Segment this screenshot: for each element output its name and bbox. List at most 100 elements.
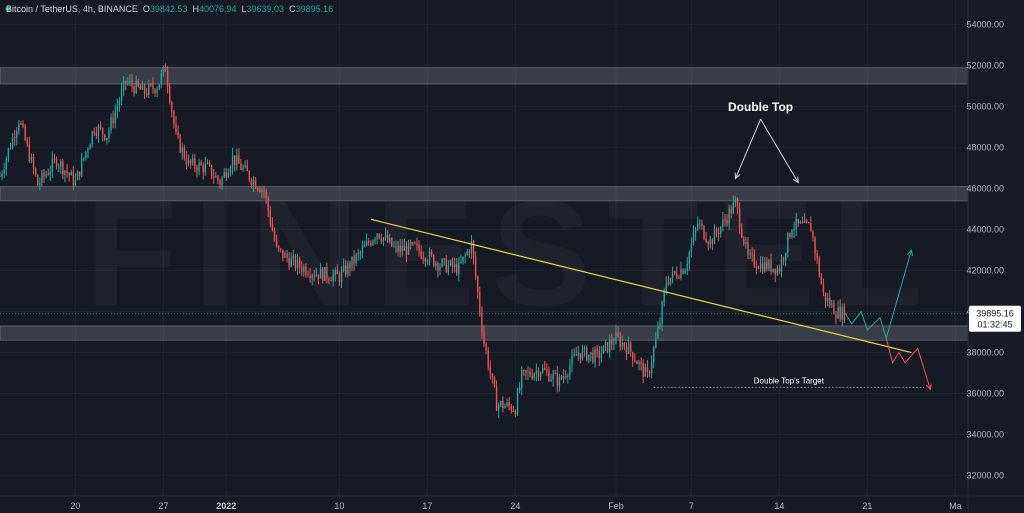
candle-down (537, 370, 540, 377)
candle-up (355, 254, 357, 264)
candle-up (527, 371, 529, 373)
candle-down (843, 306, 846, 321)
candle-down (510, 405, 512, 411)
candle-up (659, 323, 661, 328)
candle-down (286, 253, 288, 259)
candle-up (296, 259, 299, 269)
candle-up (30, 157, 33, 162)
candle-down (368, 241, 370, 243)
candle-up (428, 251, 431, 262)
candle-up (290, 258, 292, 267)
candle-down (560, 376, 563, 379)
candle-up (613, 343, 615, 345)
candle-up (158, 83, 160, 90)
candle-down (456, 263, 458, 274)
candle-up (311, 275, 313, 278)
candle-up (399, 245, 401, 252)
bearish-projection-path-arrowhead (925, 383, 932, 391)
candle-down (95, 132, 98, 136)
candle-up (16, 130, 18, 139)
time-tick-label: 14 (774, 501, 784, 511)
candle-down (617, 332, 619, 337)
candle-down (766, 261, 768, 270)
candle-down (416, 243, 418, 245)
candle-down (816, 253, 818, 259)
candle-down (183, 147, 186, 159)
candle-up (315, 274, 318, 277)
candle-down (755, 265, 758, 268)
candle-up (198, 162, 200, 172)
candle-down (579, 353, 582, 360)
watermark: FINESTEL (85, 169, 938, 337)
candle-down (642, 363, 644, 377)
candle-up (728, 208, 730, 224)
candle-down (250, 179, 253, 185)
annotations: Double Top's Target Double Top (728, 100, 825, 385)
time-axis[interactable]: 20 27 2022 10 17 24 Feb 7 14 21 Ma (70, 501, 961, 511)
price-tick-label: 32000.00 (966, 471, 1004, 481)
candle-down (68, 173, 70, 176)
drawing-overlays (0, 218, 968, 391)
candle-down (678, 277, 680, 279)
candle-down (646, 367, 649, 373)
candle-up (521, 370, 523, 388)
candle-down (472, 240, 475, 258)
candle-down (636, 361, 638, 365)
candle-up (160, 73, 163, 84)
candle-down (401, 245, 403, 251)
candle-up (426, 261, 429, 263)
candle-down (173, 111, 175, 124)
candle-up (621, 342, 623, 347)
time-tick-label: 17 (422, 501, 432, 511)
candle-down (0, 176, 1, 178)
symbol-label[interactable]: Bitcoin / TetherUS, 4h, BINANCE O39842.53… (6, 4, 333, 14)
candle-up (384, 234, 387, 238)
price-zone (0, 67, 969, 85)
price-zone (0, 186, 969, 202)
candle-up (227, 173, 230, 178)
candle-up (799, 221, 802, 224)
candle-down (483, 331, 485, 344)
candle-down (493, 377, 496, 387)
candle-up (713, 229, 716, 245)
last-price-value: 39895.16 (976, 309, 1014, 319)
candle-down (801, 221, 804, 223)
candle-down (271, 223, 274, 231)
candle-down (34, 168, 37, 175)
candle-down (598, 350, 600, 359)
candle-down (474, 257, 477, 277)
candle-down (743, 237, 745, 244)
candle-up (516, 391, 519, 415)
candle-up (558, 376, 561, 386)
symbol-text: Bitcoin / TetherUS, 4h, BINANCE (6, 4, 138, 14)
candle-down (386, 234, 389, 242)
descending-trendline (370, 218, 912, 354)
candle-down (152, 84, 154, 90)
candle-up (803, 220, 806, 223)
candle-up (110, 117, 112, 131)
candle-up (372, 240, 374, 245)
candle-down (508, 402, 510, 406)
candle-down (169, 86, 171, 103)
candle-up (600, 353, 603, 359)
candle-up (319, 268, 322, 279)
candle-up (650, 362, 653, 374)
candle-up (5, 158, 7, 170)
candle-down (481, 312, 483, 332)
candle-down (741, 228, 743, 238)
candle-down (789, 233, 791, 238)
candle-down (200, 162, 202, 166)
candle-down (629, 342, 632, 353)
candle-down (596, 349, 598, 351)
candle-up (187, 159, 190, 165)
candle-down (707, 242, 709, 245)
candle-down (254, 179, 257, 189)
candle-down (833, 303, 835, 315)
candle-up (826, 297, 829, 302)
candle-up (87, 149, 89, 152)
candle-down (625, 346, 628, 354)
candle-up (533, 373, 535, 379)
candle-up (261, 189, 263, 193)
